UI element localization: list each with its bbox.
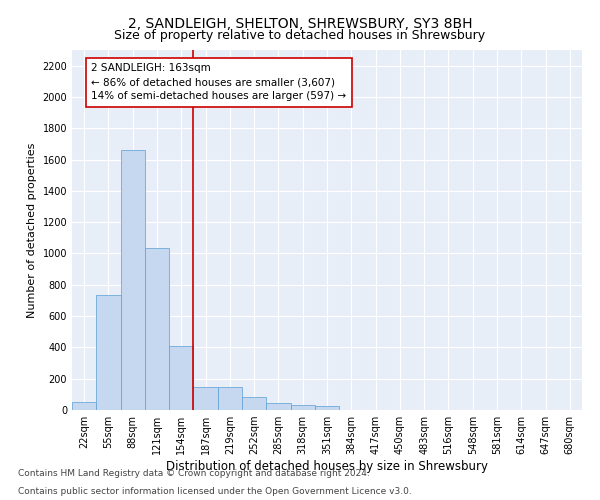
Bar xyxy=(266,403,290,410)
Bar xyxy=(218,386,242,410)
X-axis label: Distribution of detached houses by size in Shrewsbury: Distribution of detached houses by size … xyxy=(166,460,488,473)
Text: Contains HM Land Registry data © Crown copyright and database right 2024.: Contains HM Land Registry data © Crown c… xyxy=(18,468,370,477)
Bar xyxy=(145,248,169,410)
Bar xyxy=(121,150,145,410)
Bar xyxy=(169,346,193,410)
Bar xyxy=(96,295,121,410)
Bar xyxy=(72,402,96,410)
Bar xyxy=(242,398,266,410)
Text: 2, SANDLEIGH, SHELTON, SHREWSBURY, SY3 8BH: 2, SANDLEIGH, SHELTON, SHREWSBURY, SY3 8… xyxy=(128,18,472,32)
Y-axis label: Number of detached properties: Number of detached properties xyxy=(27,142,37,318)
Text: 2 SANDLEIGH: 163sqm
← 86% of detached houses are smaller (3,607)
14% of semi-det: 2 SANDLEIGH: 163sqm ← 86% of detached ho… xyxy=(91,64,347,102)
Text: Contains public sector information licensed under the Open Government Licence v3: Contains public sector information licen… xyxy=(18,487,412,496)
Bar xyxy=(315,406,339,410)
Bar xyxy=(290,404,315,410)
Bar xyxy=(193,386,218,410)
Text: Size of property relative to detached houses in Shrewsbury: Size of property relative to detached ho… xyxy=(115,29,485,42)
